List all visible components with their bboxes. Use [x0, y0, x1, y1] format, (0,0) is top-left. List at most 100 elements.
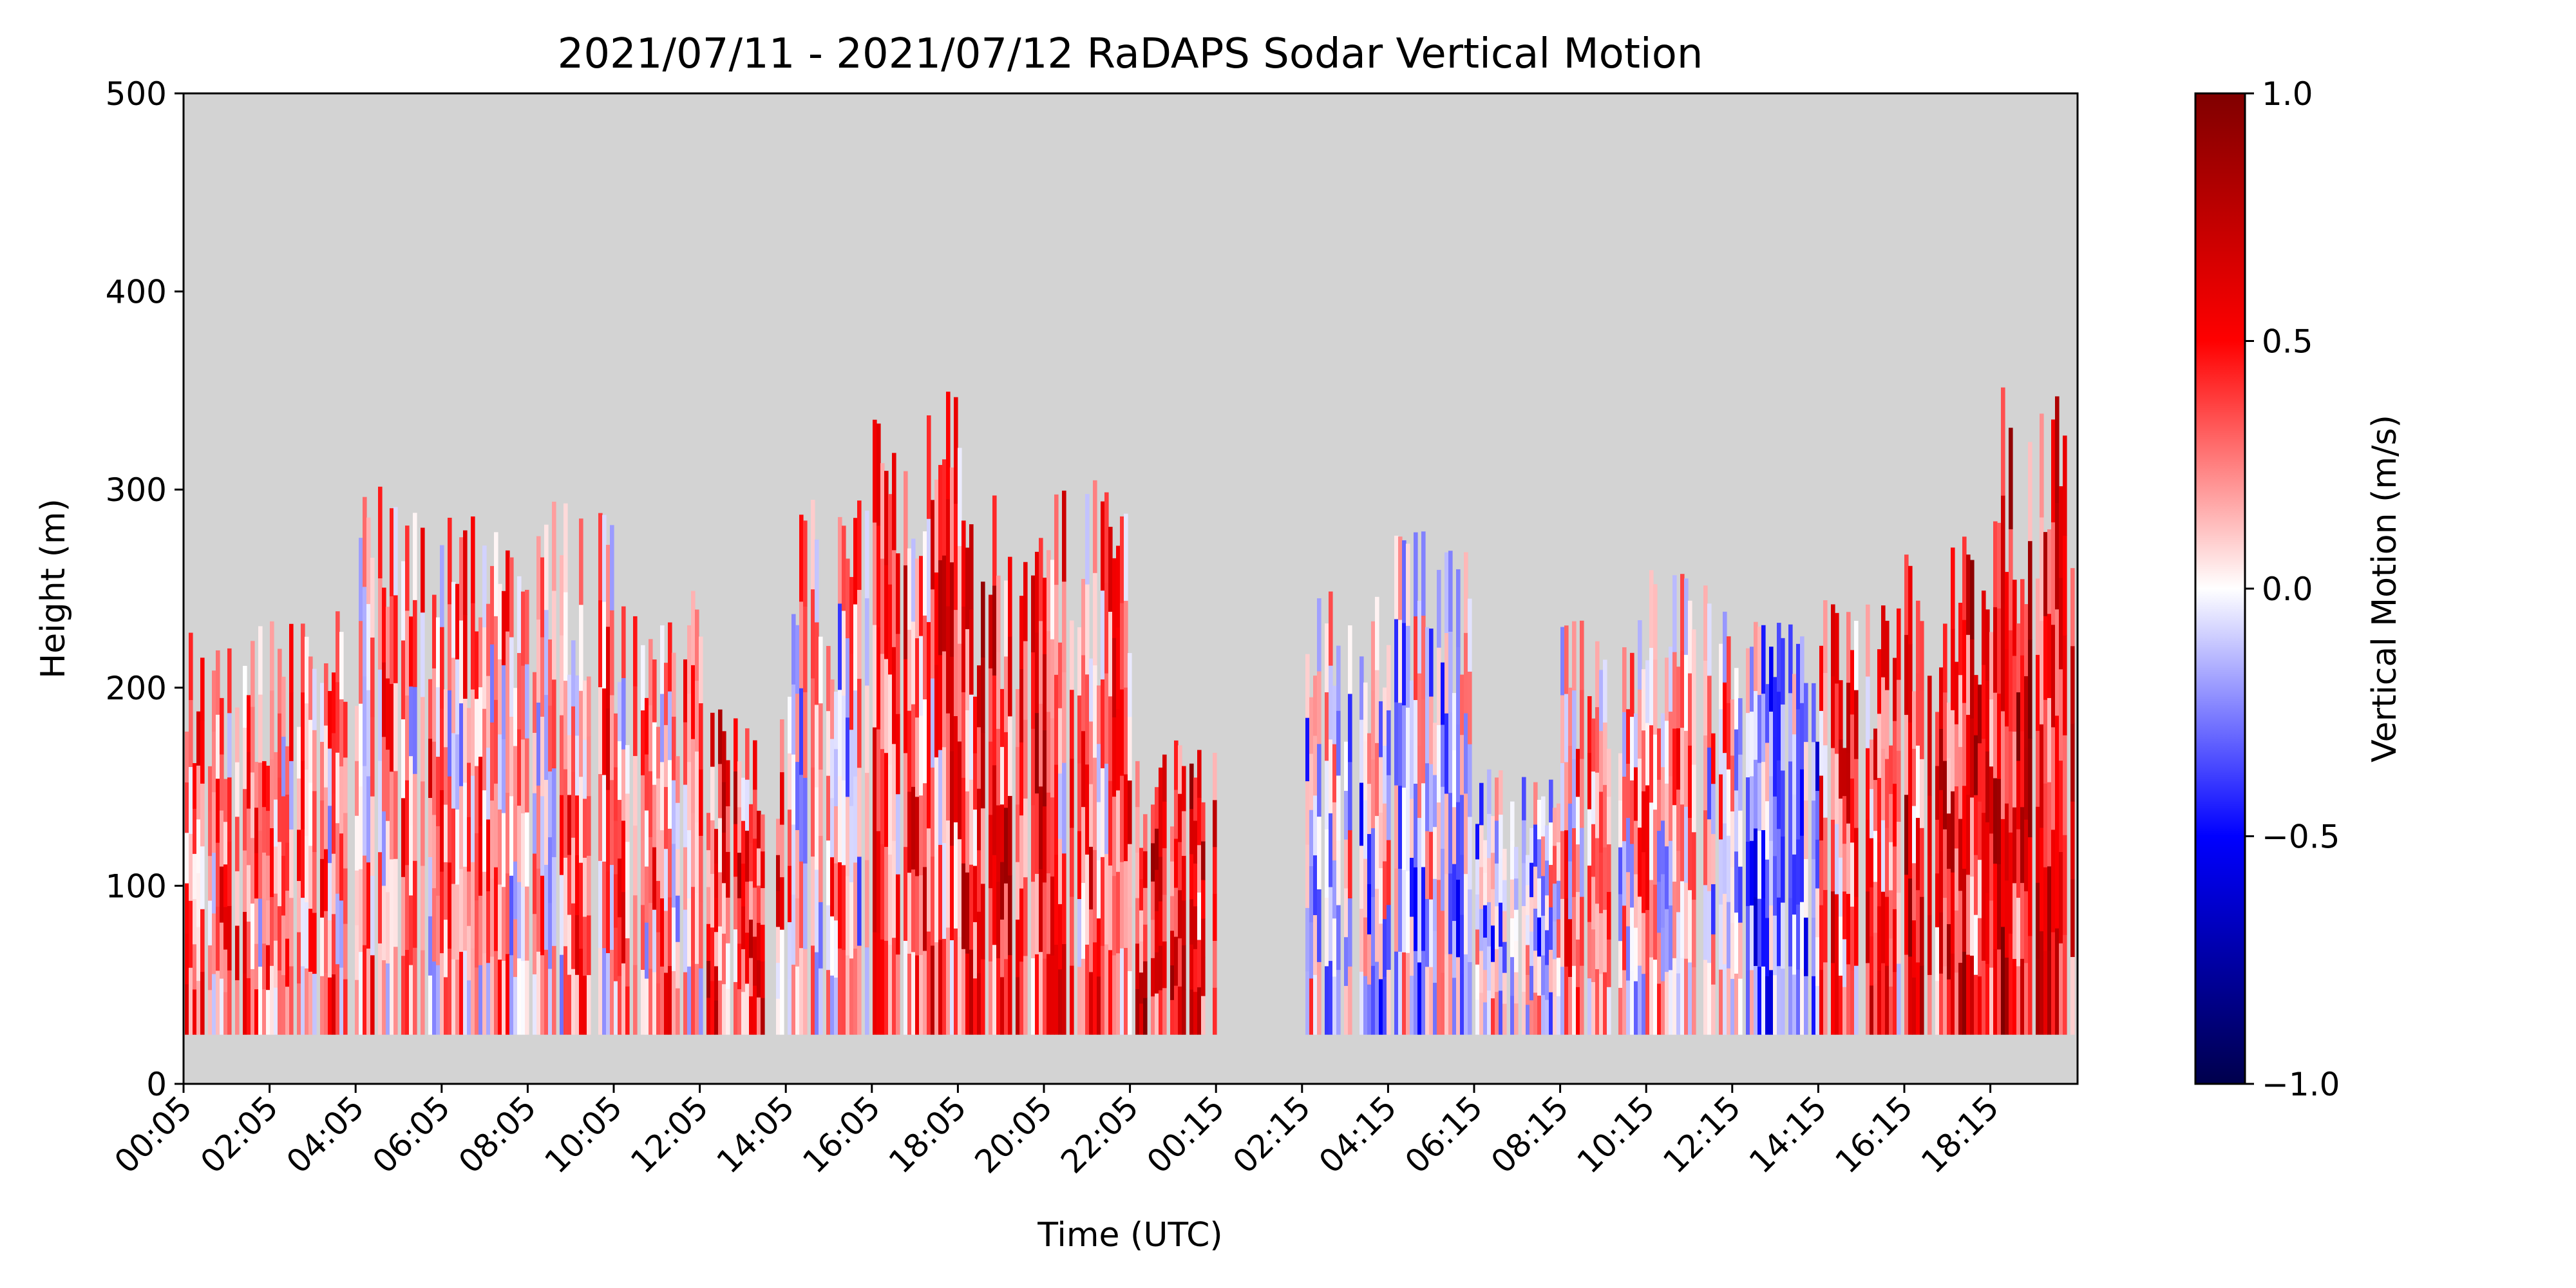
- heatmap-cell: [1846, 893, 1851, 965]
- heatmap-cell: [2040, 516, 2044, 621]
- heatmap-cell: [1104, 673, 1109, 764]
- heatmap-cell: [1684, 958, 1689, 1035]
- heatmap-cell: [706, 923, 711, 961]
- heatmap-cell: [1417, 961, 1422, 1035]
- heatmap-cell: [223, 992, 228, 1035]
- heatmap-cell: [1054, 674, 1059, 765]
- heatmap-cell: [270, 690, 274, 760]
- heatmap-cell: [490, 800, 495, 879]
- heatmap-cell: [1955, 661, 1959, 724]
- heatmap-cell: [1182, 766, 1186, 811]
- heatmap-cell: [958, 838, 962, 937]
- heatmap-cell: [625, 938, 630, 987]
- heatmap-cell: [598, 860, 603, 948]
- heatmap-cell: [336, 893, 340, 965]
- x-tick-label: 14:05: [710, 1088, 802, 1180]
- heatmap-cell: [1688, 672, 1692, 746]
- heatmap-cell: [857, 589, 862, 679]
- heatmap-cell: [270, 896, 274, 966]
- heatmap-cell: [1533, 782, 1538, 825]
- heatmap-cell: [1425, 627, 1430, 696]
- heatmap-cell: [2001, 819, 2005, 927]
- heatmap-cell: [699, 636, 703, 704]
- heatmap-cell: [536, 785, 541, 869]
- heatmap-cell: [1475, 929, 1480, 965]
- heatmap-cell: [1329, 591, 1333, 666]
- heatmap-cell: [278, 713, 282, 778]
- heatmap-cell: [1000, 919, 1005, 978]
- heatmap-cell: [266, 945, 270, 990]
- heatmap-cell: [726, 806, 730, 852]
- heatmap-cell: [1182, 945, 1186, 990]
- heatmap-cell: [1707, 747, 1712, 820]
- heatmap-cell: [1761, 898, 1766, 967]
- heatmap-cell: [216, 970, 220, 1035]
- heatmap-cell: [1947, 868, 1951, 924]
- heatmap-cell: [227, 648, 232, 714]
- heatmap-cell: [923, 531, 927, 616]
- heatmap-cell: [1406, 871, 1410, 953]
- heatmap-cell: [262, 943, 267, 989]
- heatmap-cell: [1348, 829, 1352, 899]
- heatmap-cell: [390, 946, 394, 1035]
- heatmap-cell: [1688, 961, 1692, 1035]
- heatmap-cell: [1711, 833, 1716, 885]
- heatmap-cell: [853, 776, 858, 863]
- heatmap-cell: [274, 940, 278, 988]
- heatmap-cell: [308, 908, 313, 972]
- heatmap-cell: [1193, 949, 1198, 992]
- heatmap-cell: [1692, 899, 1696, 967]
- heatmap-cell: [243, 727, 247, 790]
- heatmap-cell: [409, 686, 413, 757]
- heatmap-cell: [1993, 692, 1998, 779]
- heatmap-cell: [1765, 859, 1770, 918]
- heatmap-cell: [2036, 578, 2040, 655]
- heatmap-cell: [1835, 683, 1839, 754]
- heatmap-cell: [339, 766, 344, 834]
- heatmap-cell: [846, 717, 850, 797]
- heatmap-cell: [1557, 996, 1561, 1035]
- heatmap-cell: [301, 692, 305, 761]
- heatmap-cell: [478, 756, 483, 826]
- heatmap-cell: [1502, 880, 1507, 911]
- heatmap-cell: [1835, 823, 1839, 895]
- heatmap-cell: [567, 734, 572, 795]
- heatmap-cell: [780, 772, 784, 825]
- heatmap-cell: [320, 917, 325, 976]
- heatmap-cell: [1093, 849, 1097, 943]
- heatmap-cell: [1162, 754, 1167, 802]
- heatmap-cell: [370, 716, 375, 797]
- heatmap-cell: [1572, 965, 1577, 1035]
- heatmap-cell: [567, 854, 572, 915]
- heatmap-cell: [2009, 529, 2013, 630]
- heatmap-cell: [691, 591, 696, 665]
- heatmap-cell: [1982, 886, 1986, 961]
- heatmap-cell: [621, 820, 626, 893]
- heatmap-cell: [1920, 965, 1924, 1035]
- heatmap-cell: [1495, 949, 1499, 992]
- heatmap-cell: [1792, 734, 1797, 795]
- heatmap-cell: [208, 855, 213, 901]
- heatmap-cell: [1128, 971, 1132, 1035]
- heatmap-cell: [1479, 824, 1484, 867]
- heatmap-cell: [1831, 962, 1835, 1035]
- heatmap-cell: [1120, 948, 1124, 1035]
- heatmap-cell: [996, 804, 1001, 882]
- heatmap-cell: [1877, 970, 1882, 1035]
- heatmap-cell: [2016, 760, 2021, 829]
- heatmap-cell: [1070, 965, 1074, 1035]
- heatmap-cell: [196, 765, 201, 820]
- heatmap-cell: [1108, 611, 1113, 697]
- heatmap-cell: [1912, 748, 1917, 806]
- colorbar-label: Vertical Motion (m/s): [2365, 415, 2404, 762]
- heatmap-cell: [1363, 741, 1368, 800]
- heatmap-cell: [1464, 873, 1468, 954]
- heatmap-cell: [1336, 904, 1341, 971]
- heatmap-cell: [212, 973, 216, 1035]
- heatmap-cell: [1727, 636, 1731, 703]
- heatmap-cell: [1568, 745, 1573, 804]
- heatmap-cell: [220, 697, 224, 755]
- heatmap-cell: [1444, 713, 1449, 794]
- heatmap-cell: [1788, 897, 1793, 967]
- heatmap-cell: [1325, 692, 1329, 761]
